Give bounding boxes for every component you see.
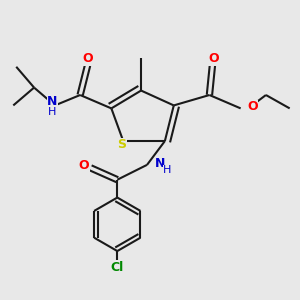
Text: H: H [48, 107, 57, 117]
Text: S: S [117, 138, 126, 151]
Text: O: O [79, 159, 89, 172]
Text: Cl: Cl [111, 261, 124, 274]
Text: H: H [164, 165, 172, 175]
Text: O: O [247, 100, 258, 113]
Text: N: N [47, 95, 58, 108]
Text: O: O [208, 52, 219, 65]
Text: N: N [155, 157, 166, 170]
Text: O: O [82, 52, 93, 65]
